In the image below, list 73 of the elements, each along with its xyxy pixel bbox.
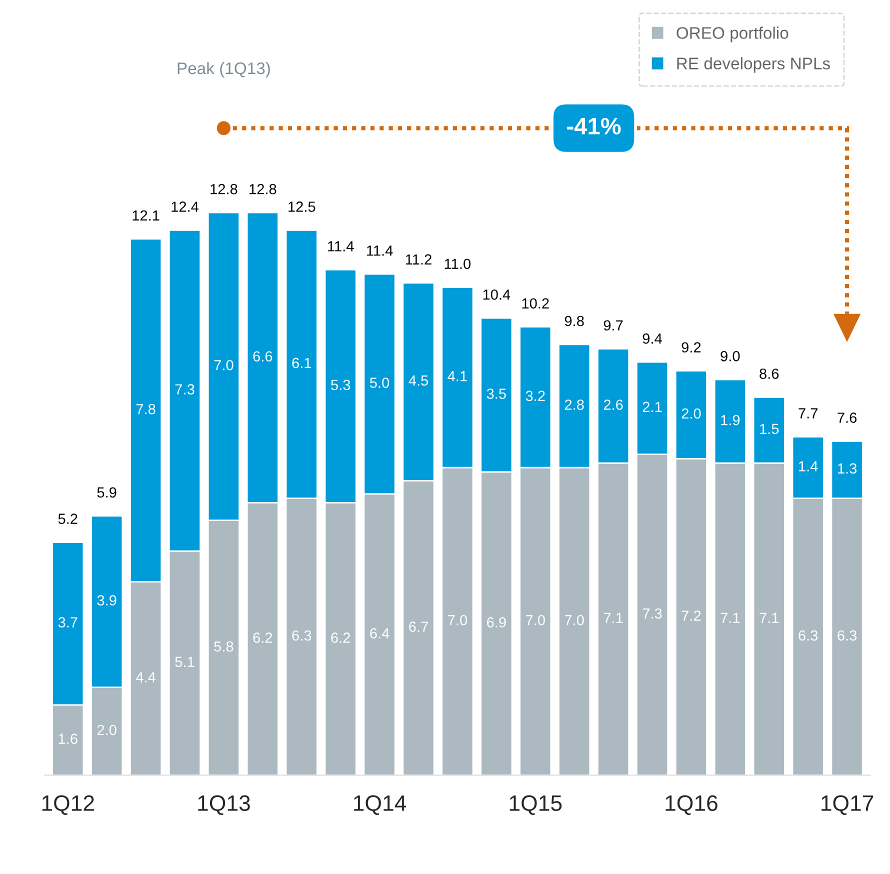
data-label: 1.9 xyxy=(721,414,740,426)
data-label: 5.3 xyxy=(331,380,350,390)
data-label: 2.6 xyxy=(604,400,623,410)
data-label: 1.4 xyxy=(799,461,818,472)
text: Peak (1Q13) xyxy=(178,62,270,78)
total-label: 12.8 xyxy=(250,184,276,194)
total-label: 12.1 xyxy=(132,210,160,221)
data-label: 7.1 xyxy=(760,612,779,623)
data-label: 6.3 xyxy=(292,630,312,641)
total-label: 9.4 xyxy=(642,333,662,344)
total-label: 8.6 xyxy=(760,368,779,379)
total-label: 5.9 xyxy=(97,487,116,498)
total-label: 12.4 xyxy=(172,202,199,212)
data-label: 2.8 xyxy=(564,400,584,410)
data-label: 2.0 xyxy=(682,408,701,419)
data-label: 3.9 xyxy=(97,595,116,606)
data-label: 1.3 xyxy=(838,463,857,474)
total-label: 11.0 xyxy=(444,258,471,270)
data-label: 7.0 xyxy=(214,360,234,370)
data-label: 2.1 xyxy=(642,402,662,412)
total-label: 9.2 xyxy=(682,342,701,353)
data-label: 4.4 xyxy=(136,672,156,682)
total-label: 7.6 xyxy=(838,412,857,423)
data-label: 5.1 xyxy=(175,656,194,668)
data-label: 6.2 xyxy=(253,632,272,643)
total-label: 5.2 xyxy=(58,514,78,524)
total-label: 9.7 xyxy=(604,320,623,331)
data-label: 7.1 xyxy=(720,612,740,623)
legend-label: OREO portfolio xyxy=(676,26,788,42)
data-label: 7.0 xyxy=(564,614,584,626)
data-label: 7.1 xyxy=(604,612,623,623)
data-label: 6.2 xyxy=(331,632,350,643)
x-tick-label: 1Q17 xyxy=(822,795,874,815)
data-label: 4.1 xyxy=(448,371,467,382)
data-label: 1.5 xyxy=(760,424,779,434)
total-label: 9.8 xyxy=(564,316,584,326)
data-label: 6.9 xyxy=(487,617,506,628)
data-label: 7.3 xyxy=(642,608,662,619)
data-label: 6.1 xyxy=(292,358,312,368)
x-tick-label: 1Q14 xyxy=(354,795,406,815)
data-label: 5.0 xyxy=(370,378,390,388)
data-label: 6.7 xyxy=(409,622,428,632)
data-label: 7.0 xyxy=(526,614,545,626)
total-label: 7.7 xyxy=(798,408,818,418)
data-label: 7.8 xyxy=(136,404,156,414)
data-label: 3.5 xyxy=(486,388,506,399)
data-label: 6.3 xyxy=(838,630,857,641)
total-label: 11.4 xyxy=(328,241,354,252)
x-tick-label: 1Q13 xyxy=(198,795,250,815)
data-label: 1.6 xyxy=(58,734,78,744)
data-label: 3.2 xyxy=(526,390,545,402)
data-label: 6.6 xyxy=(253,351,272,362)
x-tick-label: 1Q16 xyxy=(666,795,718,815)
total-label: 12.5 xyxy=(288,202,316,212)
data-label: 7.2 xyxy=(682,610,701,621)
legend-label: RE developers NPLs xyxy=(677,57,830,73)
total-label: 10.4 xyxy=(483,289,510,300)
data-label: 5.8 xyxy=(214,641,234,652)
total-label: 10.2 xyxy=(522,298,549,309)
x-tick-label: 1Q15 xyxy=(510,795,562,815)
total-label: 11.2 xyxy=(406,254,432,264)
total-label: 9.0 xyxy=(720,351,740,362)
text: -41% xyxy=(567,118,621,134)
data-label: 4.5 xyxy=(408,376,428,386)
x-tick-label: 1Q12 xyxy=(42,795,94,815)
data-label: 3.7 xyxy=(58,617,78,628)
data-label: 7.3 xyxy=(175,384,194,395)
data-label: 7.0 xyxy=(448,614,468,626)
data-label: 6.4 xyxy=(370,628,390,638)
data-label: 6.3 xyxy=(798,630,818,641)
total-label: 12.8 xyxy=(210,184,238,194)
total-label: 11.4 xyxy=(367,246,393,256)
data-label: 2.0 xyxy=(97,724,116,736)
